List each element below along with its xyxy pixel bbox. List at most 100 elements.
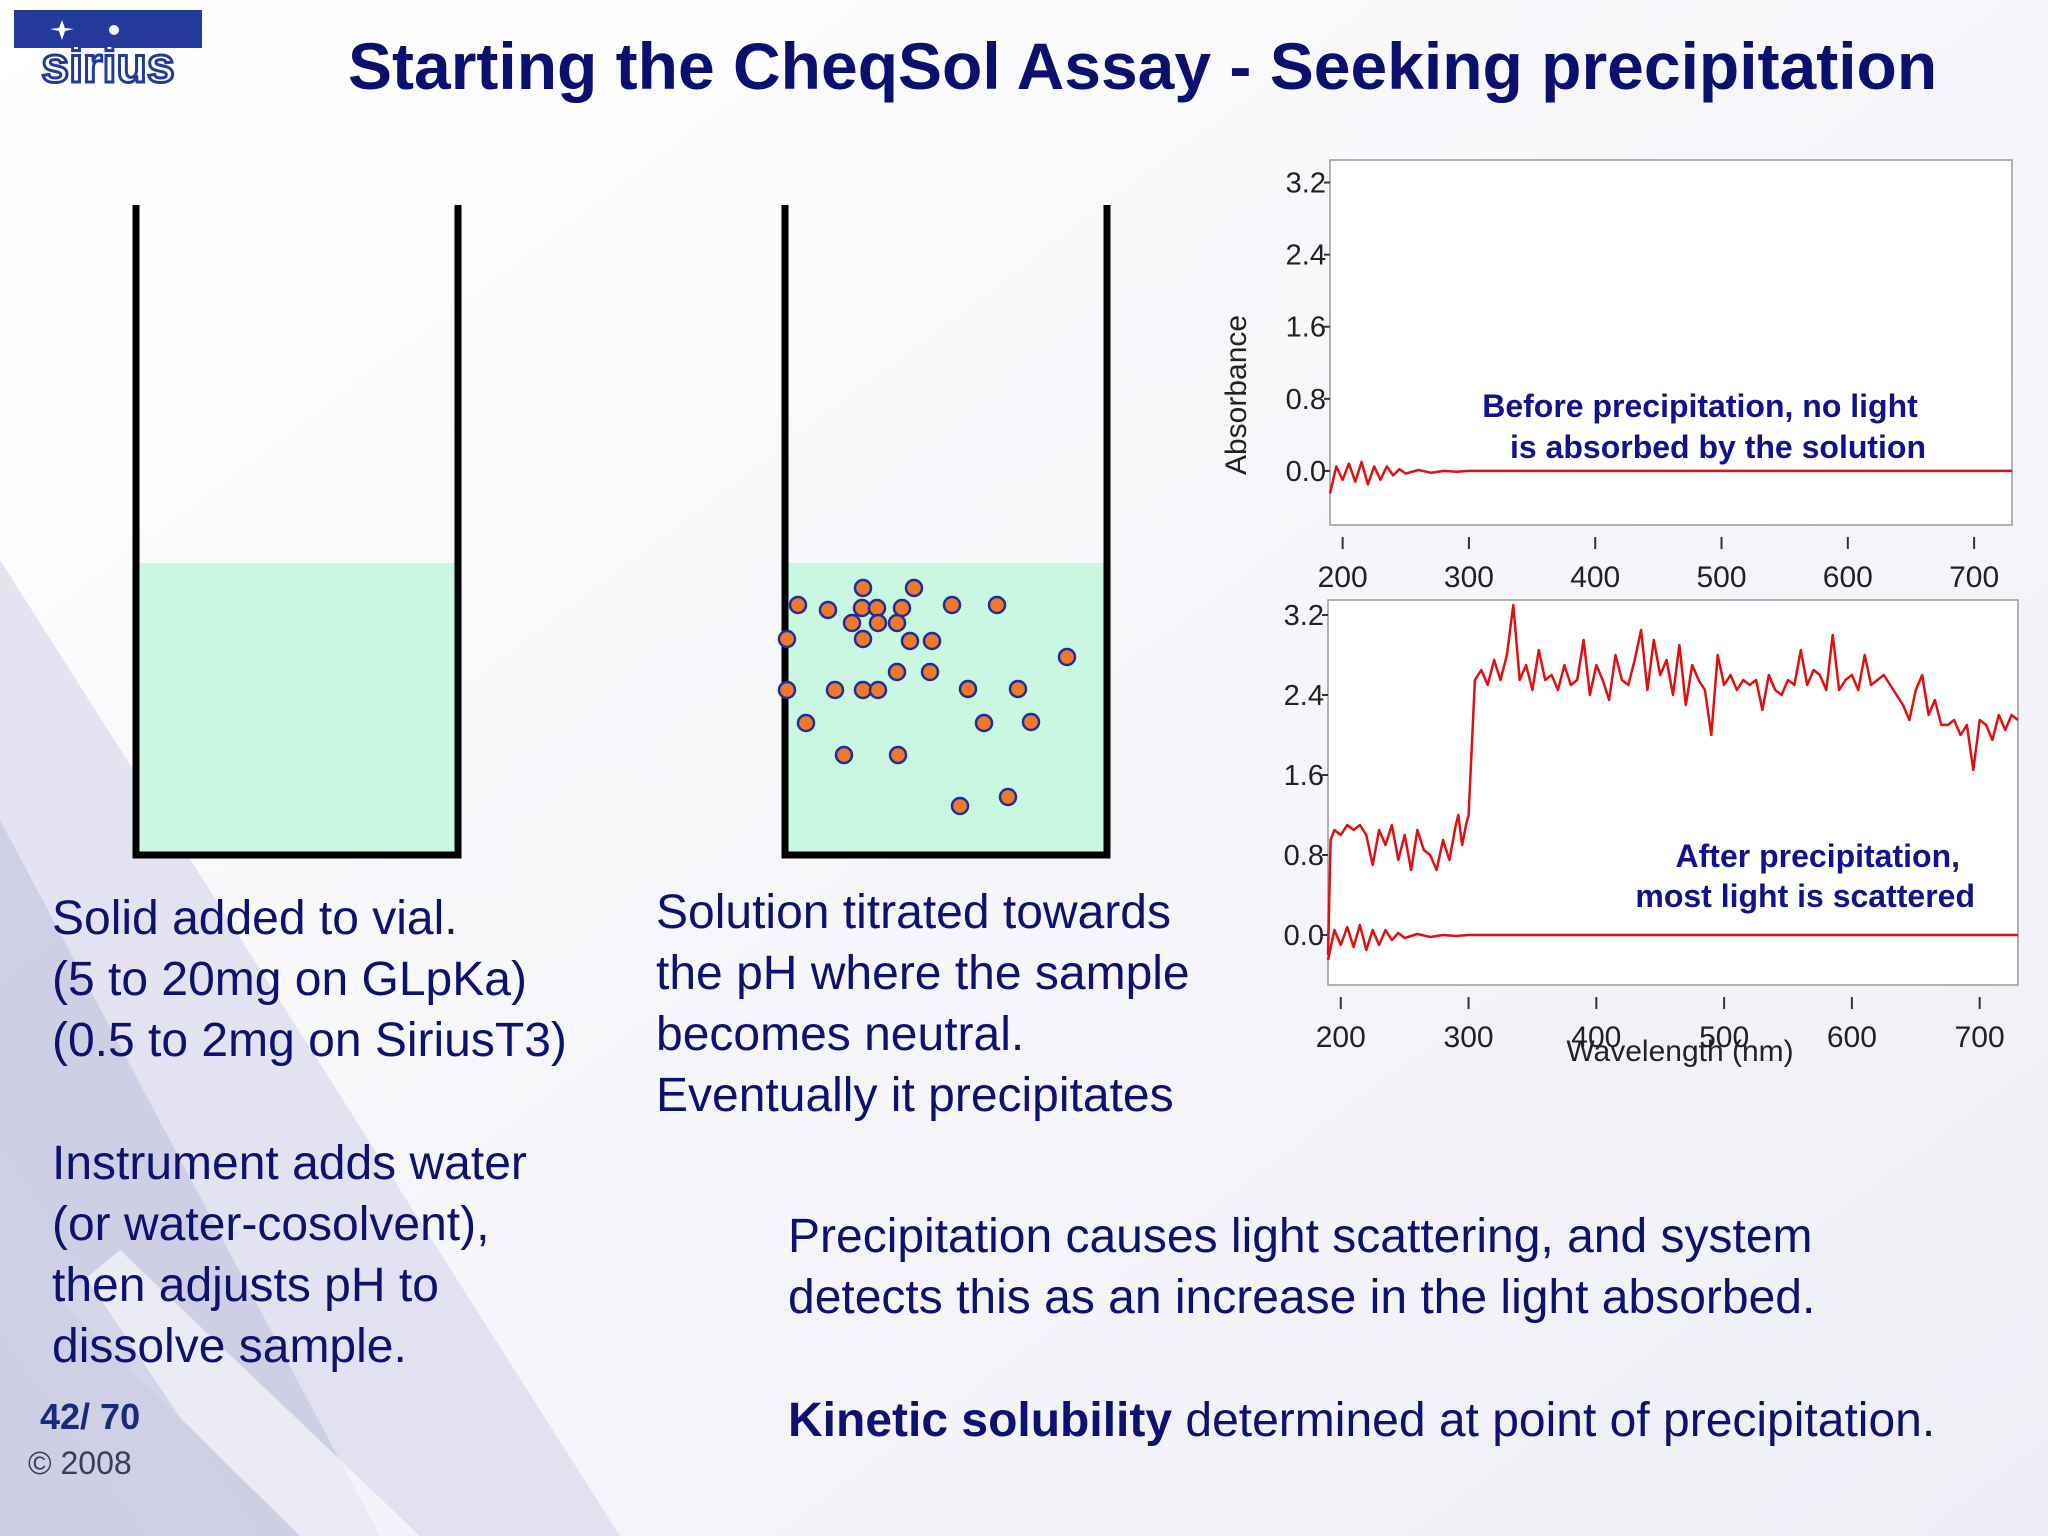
x-tick-label: 300 — [1444, 1021, 1494, 1054]
precipitate-particle — [887, 662, 907, 682]
vial-outline — [781, 205, 1111, 859]
y-axis-label: Absorbance — [1220, 315, 1253, 475]
y-tick-label: 3.2 — [1284, 600, 1324, 632]
series-line — [1326, 923, 2018, 961]
chart-after-precipitation: 3.2 2.4 1.6 0.8 0.0 200 300 400 500 600 700 Wavelen… — [1284, 599, 2019, 1068]
left-text-block-1: Solid added to vial. (5 to 20mg on GLpKa… — [52, 888, 567, 1071]
precipitate-particle — [796, 713, 816, 733]
precipitate-particle — [834, 745, 854, 765]
y-tick-label: 0.8 — [1286, 384, 1326, 416]
text-line: (or water-cosolvent), — [52, 1198, 490, 1251]
y-tick-label: 0.0 — [1284, 920, 1324, 952]
precipitate-particle — [888, 745, 908, 765]
precipitate-particle — [853, 578, 873, 598]
y-tick-label: 2.4 — [1286, 240, 1326, 272]
svg-text:sirius: sirius — [41, 37, 174, 90]
kinetic-solubility-line: Kinetic solubility determined at point o… — [788, 1390, 1935, 1451]
x-tick-label: 500 — [1699, 1021, 1749, 1054]
kinetic-solubility-bold: Kinetic solubility — [788, 1394, 1173, 1447]
precipitate-particles — [777, 578, 1077, 816]
series-line — [1326, 603, 2019, 956]
chart-annotation: is absorbed by the solution — [1510, 429, 1926, 465]
x-tick-label: 200 — [1316, 1021, 1366, 1054]
text-line: Solution titrated towards — [656, 886, 1171, 939]
chart-annotation: most light is scattered — [1635, 878, 1975, 914]
text-line: Precipitation causes light scattering, a… — [788, 1210, 1813, 1263]
x-tick-label: 600 — [1823, 561, 1873, 594]
precipitate-particle — [950, 796, 970, 816]
text-line: Instrument adds water — [52, 1137, 527, 1190]
vial-outline — [132, 205, 462, 859]
series-line — [1328, 460, 2012, 494]
text-line: dissolve sample. — [52, 1320, 407, 1373]
plot-area — [1329, 159, 2013, 526]
x-tick-label: 600 — [1827, 1021, 1877, 1054]
precipitate-particle — [777, 629, 797, 649]
y-tick-label: 0.0 — [1286, 456, 1326, 488]
vial-precipitating — [777, 205, 1111, 859]
x-tick-label: 400 — [1570, 561, 1620, 594]
chart-before-precipitation: 3.2 2.4 1.6 0.8 0.0 200 300 400 500 600 700 Absorba… — [1220, 159, 2013, 594]
vial-dissolved — [132, 205, 462, 859]
precipitate-particle — [987, 595, 1007, 615]
precipitate-particle — [788, 595, 808, 615]
precipitate-particle — [958, 679, 978, 699]
y-tick-label: 1.6 — [1284, 760, 1324, 792]
vial-liquid — [136, 563, 458, 855]
precipitate-particle — [892, 598, 912, 618]
precipitate-particle — [868, 613, 888, 633]
x-tick-label: 200 — [1318, 561, 1368, 594]
precipitate-particle — [1008, 679, 1028, 699]
x-axis-label: Wavelength (nm) — [1566, 1035, 1793, 1068]
precipitate-particle — [853, 629, 873, 649]
precipitate-particle — [1021, 712, 1041, 732]
left-text-block-2: Instrument adds water (or water-cosolven… — [52, 1133, 527, 1377]
chart-annotation: After precipitation, — [1676, 838, 1960, 874]
text-line: (0.5 to 2mg on SiriusT3) — [52, 1014, 567, 1067]
chart-annotation: Before precipitation, no light — [1482, 388, 1918, 424]
text-line: detects this as an increase in the light… — [788, 1271, 1816, 1324]
precipitate-particle — [842, 613, 862, 633]
absorbance-charts: 3.2 2.4 1.6 0.8 0.0 200 300 400 500 600 700 Absorba… — [1220, 159, 2019, 1068]
text-line: then adjusts pH to — [52, 1259, 439, 1312]
precipitate-particle — [974, 713, 994, 733]
y-tick-label: 2.4 — [1284, 680, 1324, 712]
precipitate-particle — [922, 631, 942, 651]
text-line: becomes neutral. — [656, 1008, 1025, 1061]
precipitate-particle — [887, 613, 907, 633]
precipitate-particle — [777, 680, 797, 700]
x-tick-label: 700 — [1955, 1021, 2005, 1054]
precipitate-particle — [852, 598, 872, 618]
page-number: 42/ 70 — [40, 1396, 141, 1437]
x-tick-label: 400 — [1571, 1021, 1621, 1054]
y-tick-label: 3.2 — [1286, 168, 1326, 200]
text-line: Solid added to vial. — [52, 892, 458, 945]
precipitate-particle — [867, 598, 887, 618]
x-tick-label: 300 — [1444, 561, 1494, 594]
x-tick-label: 500 — [1696, 561, 1746, 594]
precipitate-particle — [942, 595, 962, 615]
precipitate-particle — [818, 600, 838, 620]
precipitate-particle — [920, 662, 940, 682]
precipitate-particle — [853, 680, 873, 700]
precipitate-particle — [1057, 647, 1077, 667]
precipitate-particle — [825, 680, 845, 700]
x-tick-label: 700 — [1949, 561, 1999, 594]
sirius-logo: sirius — [14, 10, 204, 95]
copyright: © 2008 — [28, 1445, 132, 1481]
vials-illustration — [132, 205, 1111, 859]
precipitate-particle — [868, 680, 888, 700]
plot-area — [1327, 599, 2019, 986]
precipitate-particle — [900, 631, 920, 651]
precipitate-particle — [998, 787, 1018, 807]
text-line: Eventually it precipitates — [656, 1069, 1174, 1122]
y-tick-label: 0.8 — [1284, 840, 1324, 872]
precipitate-particle — [904, 578, 924, 598]
bottom-text-block: Precipitation causes light scattering, a… — [788, 1206, 1815, 1328]
star-icon — [50, 20, 74, 40]
text-line: the pH where the sample — [656, 947, 1190, 1000]
kinetic-solubility-rest: determined at point of precipitation. — [1172, 1394, 1936, 1447]
y-tick-label: 1.6 — [1286, 312, 1326, 344]
text-line: (5 to 20mg on GLpKa) — [52, 953, 527, 1006]
page-title: Starting the CheqSol Assay - Seeking pre… — [348, 29, 1938, 103]
